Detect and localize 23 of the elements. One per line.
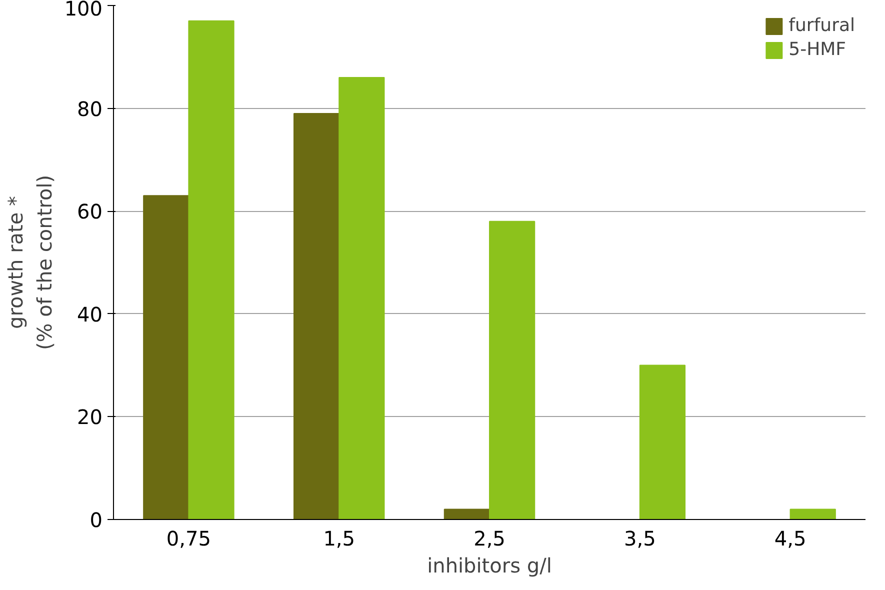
- x-tick-label: 1,5: [323, 526, 356, 550]
- y-tick-label: 20: [77, 405, 103, 430]
- x-tick-label: 4,5: [774, 526, 806, 550]
- bar: [143, 195, 190, 520]
- y-axis-title: growth rate * (% of the control): [4, 174, 56, 350]
- bar: [444, 508, 490, 520]
- legend-label: furfural: [788, 15, 855, 36]
- bar: [790, 508, 836, 520]
- y-tick-label: 100: [64, 0, 103, 20]
- x-tick-label: 3,5: [624, 526, 656, 550]
- y-tick-label: 40: [77, 302, 103, 326]
- bar: [489, 220, 536, 520]
- y-tick-label: 0: [90, 508, 103, 532]
- bar: [639, 364, 686, 520]
- x-axis-title: inhibitors g/l: [427, 554, 552, 578]
- x-tick-label: 2,5: [474, 526, 506, 550]
- bar: [293, 112, 340, 520]
- y-tick-label: 60: [77, 200, 103, 224]
- y-tick-label: 80: [77, 96, 103, 121]
- legend-label: 5-HMF: [788, 39, 846, 60]
- bar: [188, 20, 234, 520]
- x-tick-label: 0,75: [166, 526, 211, 550]
- bar: [338, 76, 385, 520]
